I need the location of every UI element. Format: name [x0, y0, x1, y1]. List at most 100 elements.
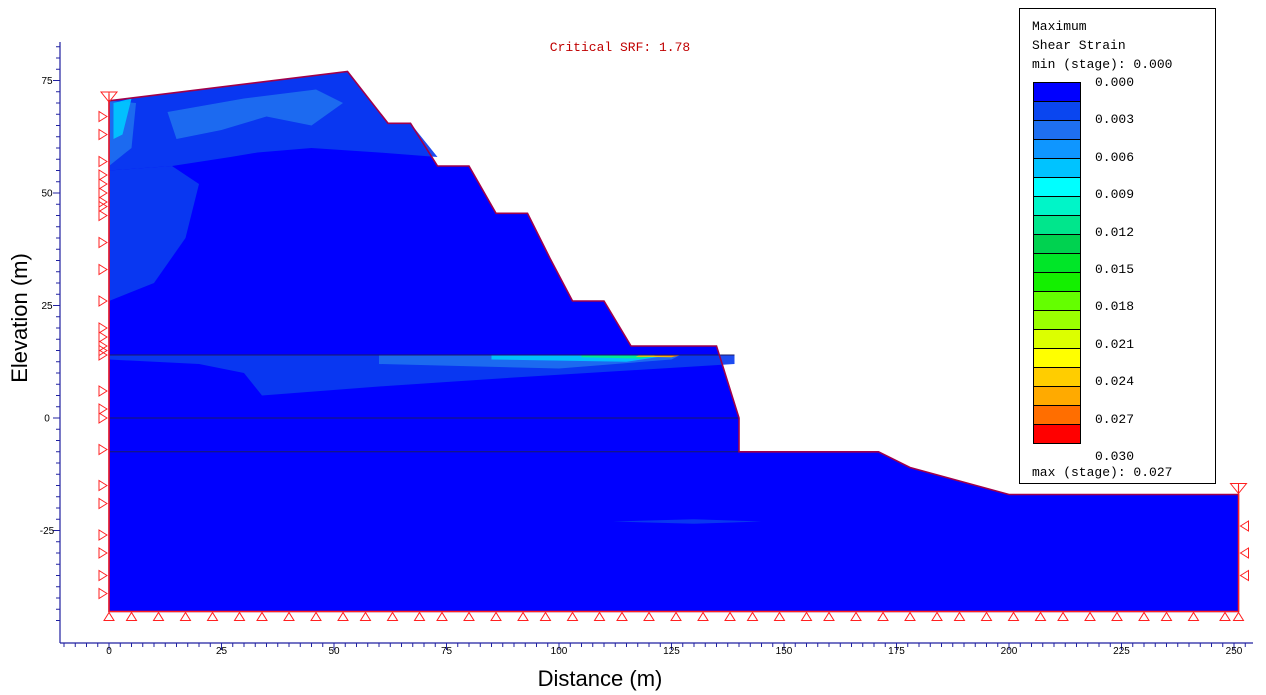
base-restraint-marker: [953, 611, 966, 621]
base-restraint-marker: [233, 611, 246, 621]
left-restraint-marker: [98, 155, 108, 168]
base-restraint-marker: [539, 611, 552, 621]
left-restraint-marker: [98, 547, 108, 559]
base-restraint-marker: [773, 611, 786, 621]
y-tick-label: 0: [44, 414, 50, 425]
legend-value-label: 0.018: [1095, 299, 1135, 315]
left-restraint-marker: [98, 128, 108, 141]
base-restraint-marker: [1034, 611, 1047, 621]
left-restraint-marker: [98, 569, 108, 582]
left-restraint-marker: [98, 209, 108, 222]
left-restraint-marker: [98, 322, 108, 334]
base-restraint-marker: [1187, 611, 1200, 621]
legend-value-label: 0.021: [1095, 336, 1135, 352]
base-restraint-marker: [670, 611, 682, 621]
base-restraint-marker: [310, 611, 322, 621]
right-restraint-marker: [1239, 520, 1249, 532]
legend-swatch: [1033, 101, 1081, 121]
y-tick-label: 25: [41, 301, 53, 312]
left-restraint-marker: [98, 529, 108, 541]
base-restraint-marker: [823, 611, 835, 621]
left-restraint-marker: [98, 497, 108, 510]
legend-swatch: [1033, 253, 1081, 273]
left-restraint-marker: [98, 295, 108, 307]
legend-value-label: 0.027: [1095, 411, 1135, 427]
legend-value-label: 0.009: [1095, 187, 1135, 203]
base-restraint-marker: [746, 611, 759, 621]
base-restraint-marker: [359, 611, 372, 621]
x-tick-label: 250: [1226, 646, 1243, 657]
base-restraint-marker: [616, 611, 628, 621]
y-axis-title: Elevation (m): [7, 253, 32, 383]
left-restraint-marker: [98, 169, 108, 181]
legend-swatch: [1033, 348, 1081, 368]
y-tick-label: 50: [41, 189, 53, 200]
legend-value-label: 0.000: [1095, 75, 1135, 90]
base-restraint-marker: [1057, 611, 1069, 621]
base-restraint-marker: [337, 611, 349, 621]
legend-min-label: min (stage): 0.000: [1032, 57, 1173, 72]
base-restraint-marker: [643, 611, 655, 621]
x-tick-label: 225: [1113, 646, 1130, 657]
legend-swatch: [1033, 291, 1081, 311]
base-restraint-marker: [1084, 611, 1096, 621]
base-restraint-marker: [931, 611, 943, 621]
contour-zone-11: [613, 519, 762, 524]
legend-swatch: [1033, 367, 1081, 387]
x-tick-label: 175: [888, 646, 905, 657]
base-restraint-marker: [463, 611, 475, 621]
base-restraint-marker: [1232, 611, 1245, 621]
base-restraint-marker: [103, 611, 115, 621]
legend-swatch: [1033, 329, 1081, 349]
left-restraint-marker: [98, 349, 108, 361]
x-tick-label: 50: [328, 646, 340, 657]
contour-zone-0: [109, 71, 438, 171]
legend-value-label: 0.006: [1095, 149, 1135, 165]
left-restraint-marker: [98, 110, 108, 123]
base-restraint-marker: [593, 611, 606, 621]
base-restraint-marker: [1219, 611, 1231, 621]
legend-swatch: [1033, 310, 1081, 330]
base-restraint-marker: [980, 611, 993, 621]
base-restraint-marker: [152, 611, 165, 621]
left-restraint-marker: [98, 443, 108, 456]
base-restraint-marker: [413, 611, 426, 621]
material-boundaries: [109, 354, 739, 453]
legend-swatch: [1033, 405, 1081, 425]
legend-swatch: [1033, 234, 1081, 254]
left-restraint-marker: [98, 236, 108, 249]
legend-swatch: [1033, 386, 1081, 406]
slope-boundary-line: [108, 70, 1240, 613]
base-restraint-marker: [490, 611, 502, 621]
x-tick-label: 75: [441, 646, 453, 657]
material-region: [109, 71, 1239, 612]
contour-zone-3: [167, 89, 343, 139]
x-tick-label: 200: [1001, 646, 1018, 657]
x-tick-label: 25: [216, 646, 228, 657]
boundary-conditions: [98, 91, 1249, 621]
legend-swatch: [1033, 120, 1081, 140]
slope-outline: [108, 70, 1240, 613]
base-restraint-marker: [517, 611, 529, 621]
base-restraint-marker: [1111, 611, 1123, 621]
base-restraint-marker: [283, 611, 295, 621]
legend-swatch: [1033, 82, 1081, 102]
legend-swatch: [1033, 272, 1081, 292]
right-restraint-marker: [1239, 569, 1249, 582]
base-restraint-marker: [1160, 611, 1173, 621]
legend-title-line1: Maximum: [1032, 19, 1087, 34]
legend-swatch: [1033, 424, 1081, 444]
base-restraint-marker: [877, 611, 889, 621]
base-restraint-marker: [566, 611, 579, 621]
base-restraint-marker: [125, 611, 138, 621]
legend-swatch: [1033, 215, 1081, 235]
legend: Maximum Shear Strain min (stage): 0.000 …: [1019, 8, 1216, 484]
left-restraint-marker: [98, 412, 108, 424]
legend-value-label: 0.024: [1095, 374, 1135, 390]
legend-value-label: 0.012: [1095, 224, 1135, 240]
x-tick-label: 0: [106, 646, 112, 657]
legend-value-label: 0.015: [1095, 262, 1135, 277]
left-restraint-marker: [98, 403, 108, 415]
legend-swatch: [1033, 177, 1081, 197]
